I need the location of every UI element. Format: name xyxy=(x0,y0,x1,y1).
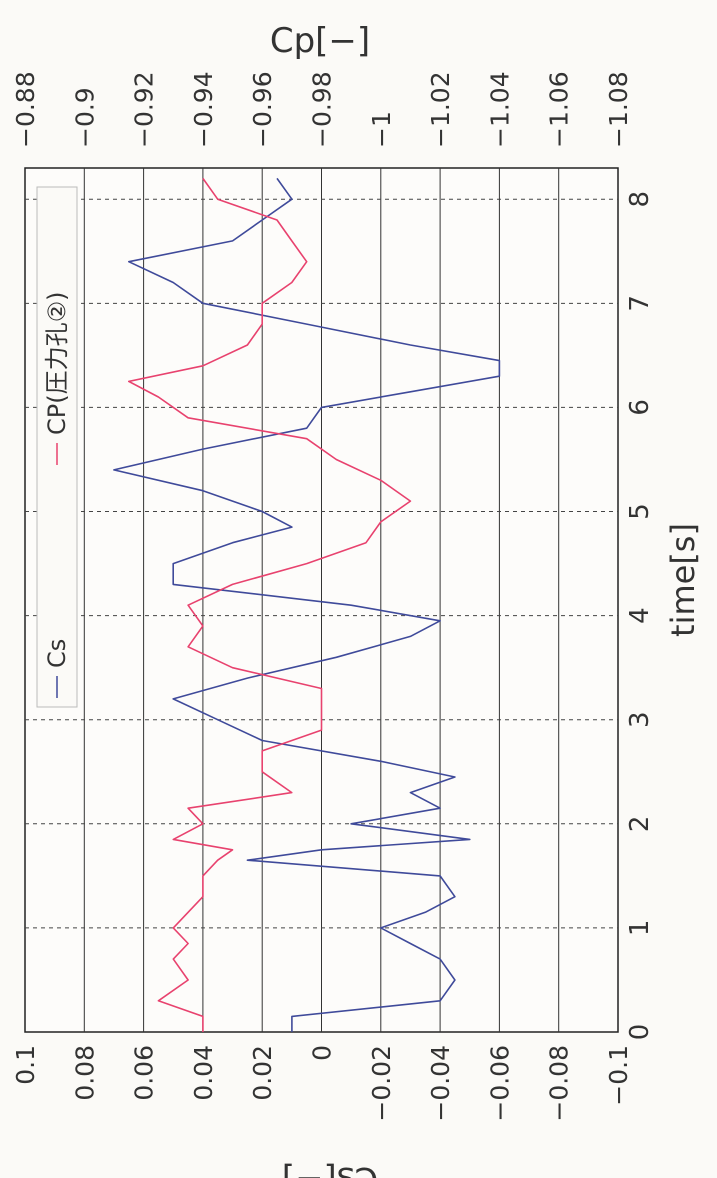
y-left-tick-label: −0.02 xyxy=(367,1045,396,1122)
y-left-axis-title: Cs[−] xyxy=(282,1159,378,1178)
y-left-tick-label: 0.08 xyxy=(70,1045,99,1101)
y-right-tick-label: −0.94 xyxy=(189,71,218,148)
y-left-tick-label: 0.1 xyxy=(11,1045,40,1085)
plot-layer xyxy=(24,167,619,1033)
y-left-tick-label: −0.06 xyxy=(485,1045,514,1122)
y-right-tick-label: −0.98 xyxy=(308,71,337,148)
x-tick-label: 8 xyxy=(625,191,655,208)
y-right-tick-label: −1.06 xyxy=(545,71,574,148)
x-tick-label: 4 xyxy=(625,607,655,624)
y-right-tick-label: −1.08 xyxy=(604,71,633,148)
x-tick-label: 7 xyxy=(625,295,655,312)
y-right-axis-title: Cp[−] xyxy=(270,21,370,61)
y-right-tick-label: −1 xyxy=(367,111,396,148)
legend-entry-cp: CP(圧力孔②) xyxy=(43,292,71,465)
x-tick-label: 2 xyxy=(625,816,655,833)
y-right-tick-label: −0.92 xyxy=(130,71,159,148)
y-right-tick-label: −1.04 xyxy=(485,71,514,148)
legend-label-cs: Cs xyxy=(43,639,71,668)
y-left-tick-label: 0 xyxy=(308,1045,337,1061)
y-left-tick-label: −0.08 xyxy=(545,1045,574,1122)
legend-entry-cs: Cs xyxy=(43,639,71,698)
legend: Cs CP(圧力孔②) xyxy=(36,186,78,708)
x-axis-title: time[s] xyxy=(664,523,702,637)
y-right-tick-label: −0.88 xyxy=(11,71,40,148)
x-tick-label: 5 xyxy=(625,503,655,520)
y-left-tick-label: 0.04 xyxy=(189,1045,218,1101)
series-line-cp xyxy=(128,177,412,1032)
y-left-tick-label: 0.02 xyxy=(248,1045,277,1101)
y-right-tick-label: −0.9 xyxy=(70,87,99,148)
y-right-tick-label: −1.02 xyxy=(426,71,455,148)
y-left-tick-label: −0.1 xyxy=(604,1045,633,1106)
y-left-tick-label: 0.06 xyxy=(130,1045,159,1101)
y-left-tick-label: −0.04 xyxy=(426,1045,455,1122)
legend-box xyxy=(36,186,78,708)
series-line-cs xyxy=(113,177,501,1032)
x-tick-label: 3 xyxy=(625,711,655,728)
x-tick-label: 0 xyxy=(625,1024,655,1041)
y-right-tick-label: −0.96 xyxy=(248,71,277,148)
legend-label-cp: CP(圧力孔②) xyxy=(43,292,71,435)
x-tick-label: 1 xyxy=(625,920,655,937)
x-tick-label: 6 xyxy=(625,399,655,416)
tick-label-layer: 0 1 2 3 4 5 6 7 8 0.1 0.08 0.06 0.04 0.02 0 −0.02 −0.04 −… xyxy=(11,71,655,1121)
